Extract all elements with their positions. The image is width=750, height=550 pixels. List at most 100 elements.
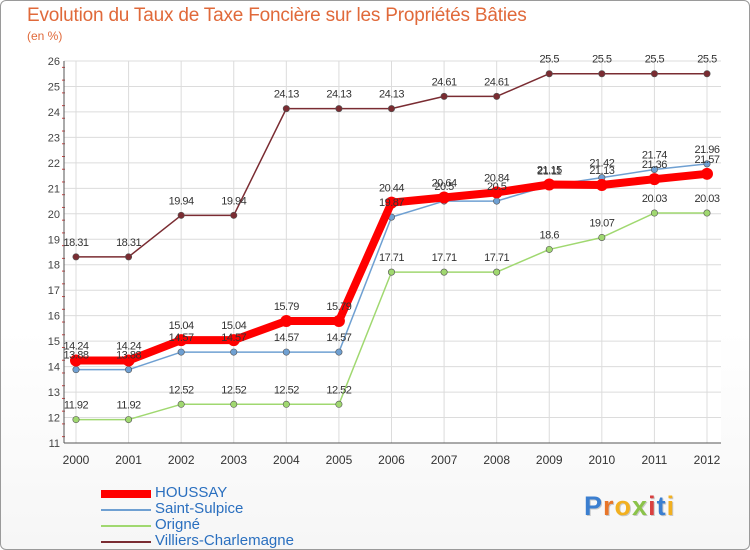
legend-label: Origné xyxy=(155,516,201,533)
legend-swatch xyxy=(101,509,151,511)
data-label: 17.71 xyxy=(379,252,404,264)
data-label: 15.04 xyxy=(169,320,194,332)
data-label: 21.96 xyxy=(694,144,719,156)
data-point xyxy=(703,160,711,168)
data-point xyxy=(650,70,658,78)
data-point xyxy=(230,348,238,356)
x-tick-label: 2007 xyxy=(431,453,458,467)
y-tick-label: 12 xyxy=(48,413,60,425)
y-tick-label: 19 xyxy=(48,234,60,246)
y-tick-label: 13 xyxy=(48,387,60,399)
data-label: 11.92 xyxy=(64,400,89,412)
data-label: 19.94 xyxy=(169,195,194,207)
data-label: 17.71 xyxy=(432,252,457,264)
x-tick-label: 2003 xyxy=(220,453,247,467)
data-label: 24.61 xyxy=(484,76,509,88)
data-label: 12.52 xyxy=(221,384,246,396)
data-point xyxy=(543,178,556,191)
data-point xyxy=(387,105,395,113)
data-point xyxy=(125,366,133,374)
logo-letter: t xyxy=(656,491,667,521)
data-point xyxy=(177,211,185,219)
data-label: 14.57 xyxy=(326,332,351,344)
legend-swatch xyxy=(101,490,151,498)
data-label: 12.52 xyxy=(326,384,351,396)
data-label: 18.31 xyxy=(116,237,141,249)
data-point xyxy=(490,186,503,199)
data-point xyxy=(703,209,711,217)
x-tick-label: 2001 xyxy=(115,453,142,467)
data-point xyxy=(385,196,398,209)
data-point xyxy=(70,354,82,367)
x-tick-label: 2010 xyxy=(588,453,615,467)
data-label: 20.84 xyxy=(484,172,509,184)
data-point xyxy=(230,400,238,408)
data-label: 20.5 xyxy=(487,181,507,193)
data-label: 14.57 xyxy=(169,332,194,344)
data-point xyxy=(125,253,133,261)
data-label: 18.31 xyxy=(63,237,88,249)
data-point xyxy=(440,92,448,100)
data-label: 24.61 xyxy=(432,76,457,88)
data-label: 20.44 xyxy=(379,183,404,195)
data-label: 25.5 xyxy=(645,54,665,66)
chart-title: Evolution du Taux de Taxe Foncière sur l… xyxy=(27,5,527,26)
logo-letter: x xyxy=(632,491,649,521)
data-label: 15.79 xyxy=(326,301,351,313)
y-tick-label: 14 xyxy=(48,362,60,374)
data-point xyxy=(72,416,80,424)
x-tick-label: 2002 xyxy=(168,453,195,467)
data-label: 21.42 xyxy=(589,158,614,170)
data-point xyxy=(648,173,661,186)
data-label: 15.04 xyxy=(221,320,246,332)
data-point xyxy=(387,268,395,276)
data-label: 24.13 xyxy=(274,89,299,101)
x-tick-label: 2011 xyxy=(642,453,668,467)
x-tick-label: 2000 xyxy=(63,453,90,467)
logo-letter: i xyxy=(666,491,676,521)
y-tick-label: 11 xyxy=(49,438,60,450)
data-label: 14.24 xyxy=(116,340,141,352)
data-label: 14.24 xyxy=(63,340,88,352)
data-label: 13.88 xyxy=(63,350,88,362)
data-point xyxy=(282,400,290,408)
data-point xyxy=(598,233,606,241)
data-label: 14.57 xyxy=(274,332,299,344)
data-point xyxy=(493,92,501,100)
proxiti-logo: Proxiti xyxy=(584,491,675,522)
data-label: 12.52 xyxy=(169,384,194,396)
data-point xyxy=(175,334,188,347)
logo-letter: i xyxy=(648,491,657,521)
data-point xyxy=(227,334,240,347)
data-label: 24.13 xyxy=(379,89,404,101)
data-point xyxy=(545,70,553,78)
data-label: 20.03 xyxy=(694,193,719,205)
data-point xyxy=(493,197,501,205)
y-tick-label: 18 xyxy=(48,260,60,272)
data-label: 24.13 xyxy=(326,89,351,101)
data-point xyxy=(595,179,608,192)
data-point xyxy=(177,400,185,408)
legend-swatch xyxy=(101,541,151,543)
y-tick-label: 17 xyxy=(48,285,60,297)
legend-swatch xyxy=(101,525,151,527)
data-point xyxy=(650,165,658,173)
y-tick-label: 20 xyxy=(48,209,60,221)
data-point xyxy=(230,211,238,219)
data-label: 14.57 xyxy=(221,332,246,344)
data-label: 18.6 xyxy=(540,229,560,241)
data-label: 21.13 xyxy=(589,165,614,177)
logo-letter: P xyxy=(584,491,604,521)
x-tick-label: 2008 xyxy=(483,453,510,467)
y-tick-label: 22 xyxy=(48,158,60,170)
data-label: 20.5 xyxy=(434,181,454,193)
y-tick-label: 15 xyxy=(48,336,60,348)
data-label: 12.52 xyxy=(274,384,299,396)
data-point xyxy=(438,191,451,204)
data-point xyxy=(650,209,658,217)
data-point xyxy=(280,315,293,328)
legend-label: HOUSSAY xyxy=(155,484,228,501)
data-point xyxy=(335,400,343,408)
